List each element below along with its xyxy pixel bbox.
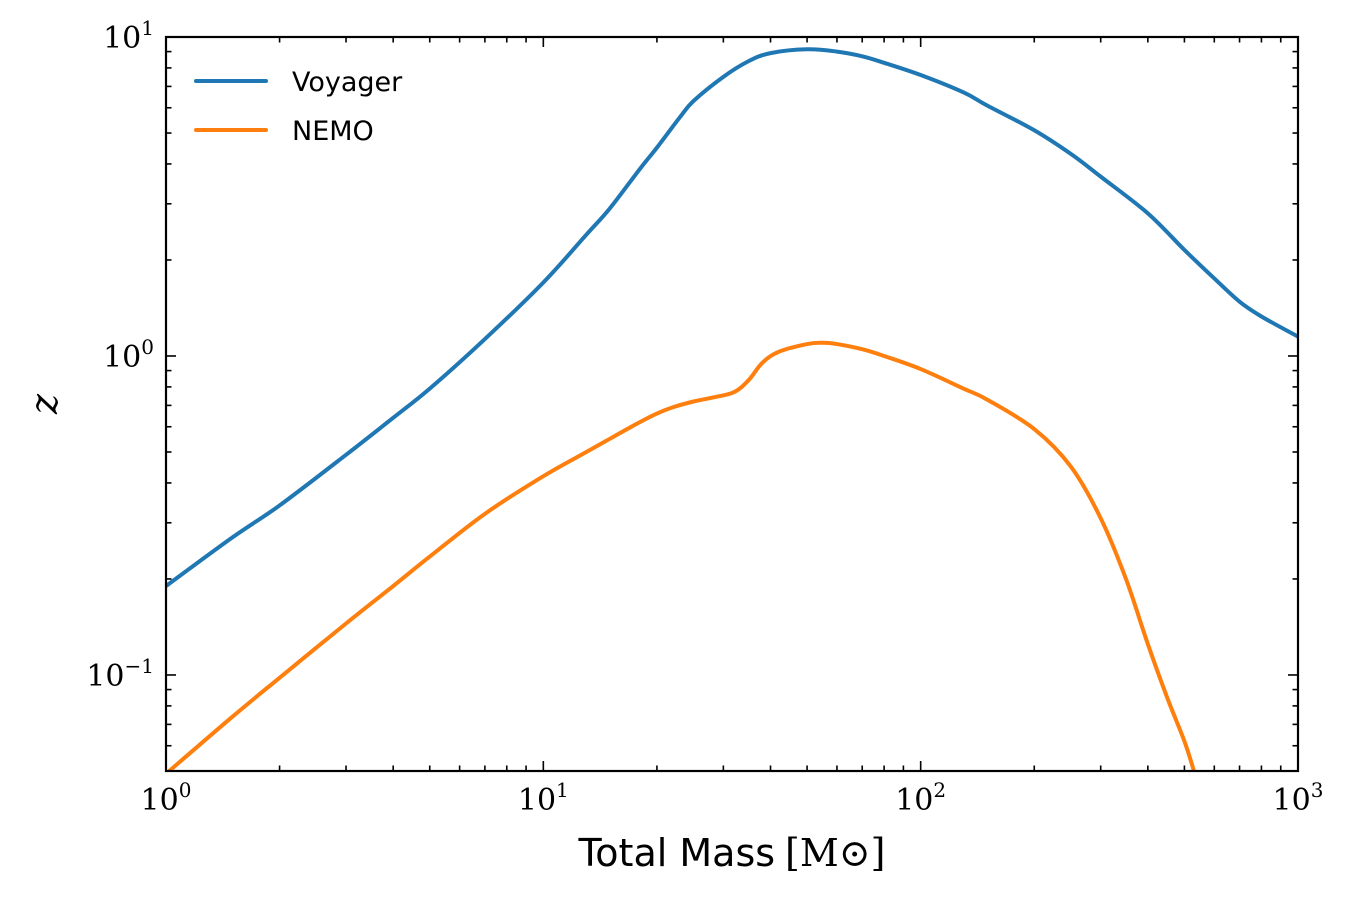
x-axis-label: Total Mass [M⊙] [578, 831, 886, 875]
series-lines [166, 47, 1298, 771]
x-axis-label-text: Total Mass [578, 831, 776, 875]
minor-ticks [166, 37, 1298, 772]
y-tick-label: 100 [103, 335, 154, 375]
series-line-nemo [166, 340, 1196, 771]
plot-frame [164, 35, 1300, 773]
legend: Voyager NEMO [194, 67, 403, 147]
y-tick-label: 101 [103, 16, 154, 56]
x-tick-label: 103 [1273, 778, 1324, 818]
legend-label-nemo: NEMO [292, 116, 374, 147]
x-tick-label: 100 [141, 778, 192, 818]
legend-label-voyager: Voyager [292, 67, 403, 98]
x-tick-label: 102 [895, 778, 946, 818]
y-tick-label: 10−1 [86, 654, 154, 694]
y-tick-labels: 10−1 100 101 [86, 16, 154, 694]
major-ticks [165, 36, 1299, 771]
x-axis-label-unit: [M⊙] [785, 831, 885, 875]
x-tick-label: 101 [518, 778, 569, 818]
y-axis-label: z [22, 393, 66, 415]
series-line-voyager [166, 47, 1298, 588]
x-tick-labels: 100 101 102 103 [141, 778, 1324, 818]
